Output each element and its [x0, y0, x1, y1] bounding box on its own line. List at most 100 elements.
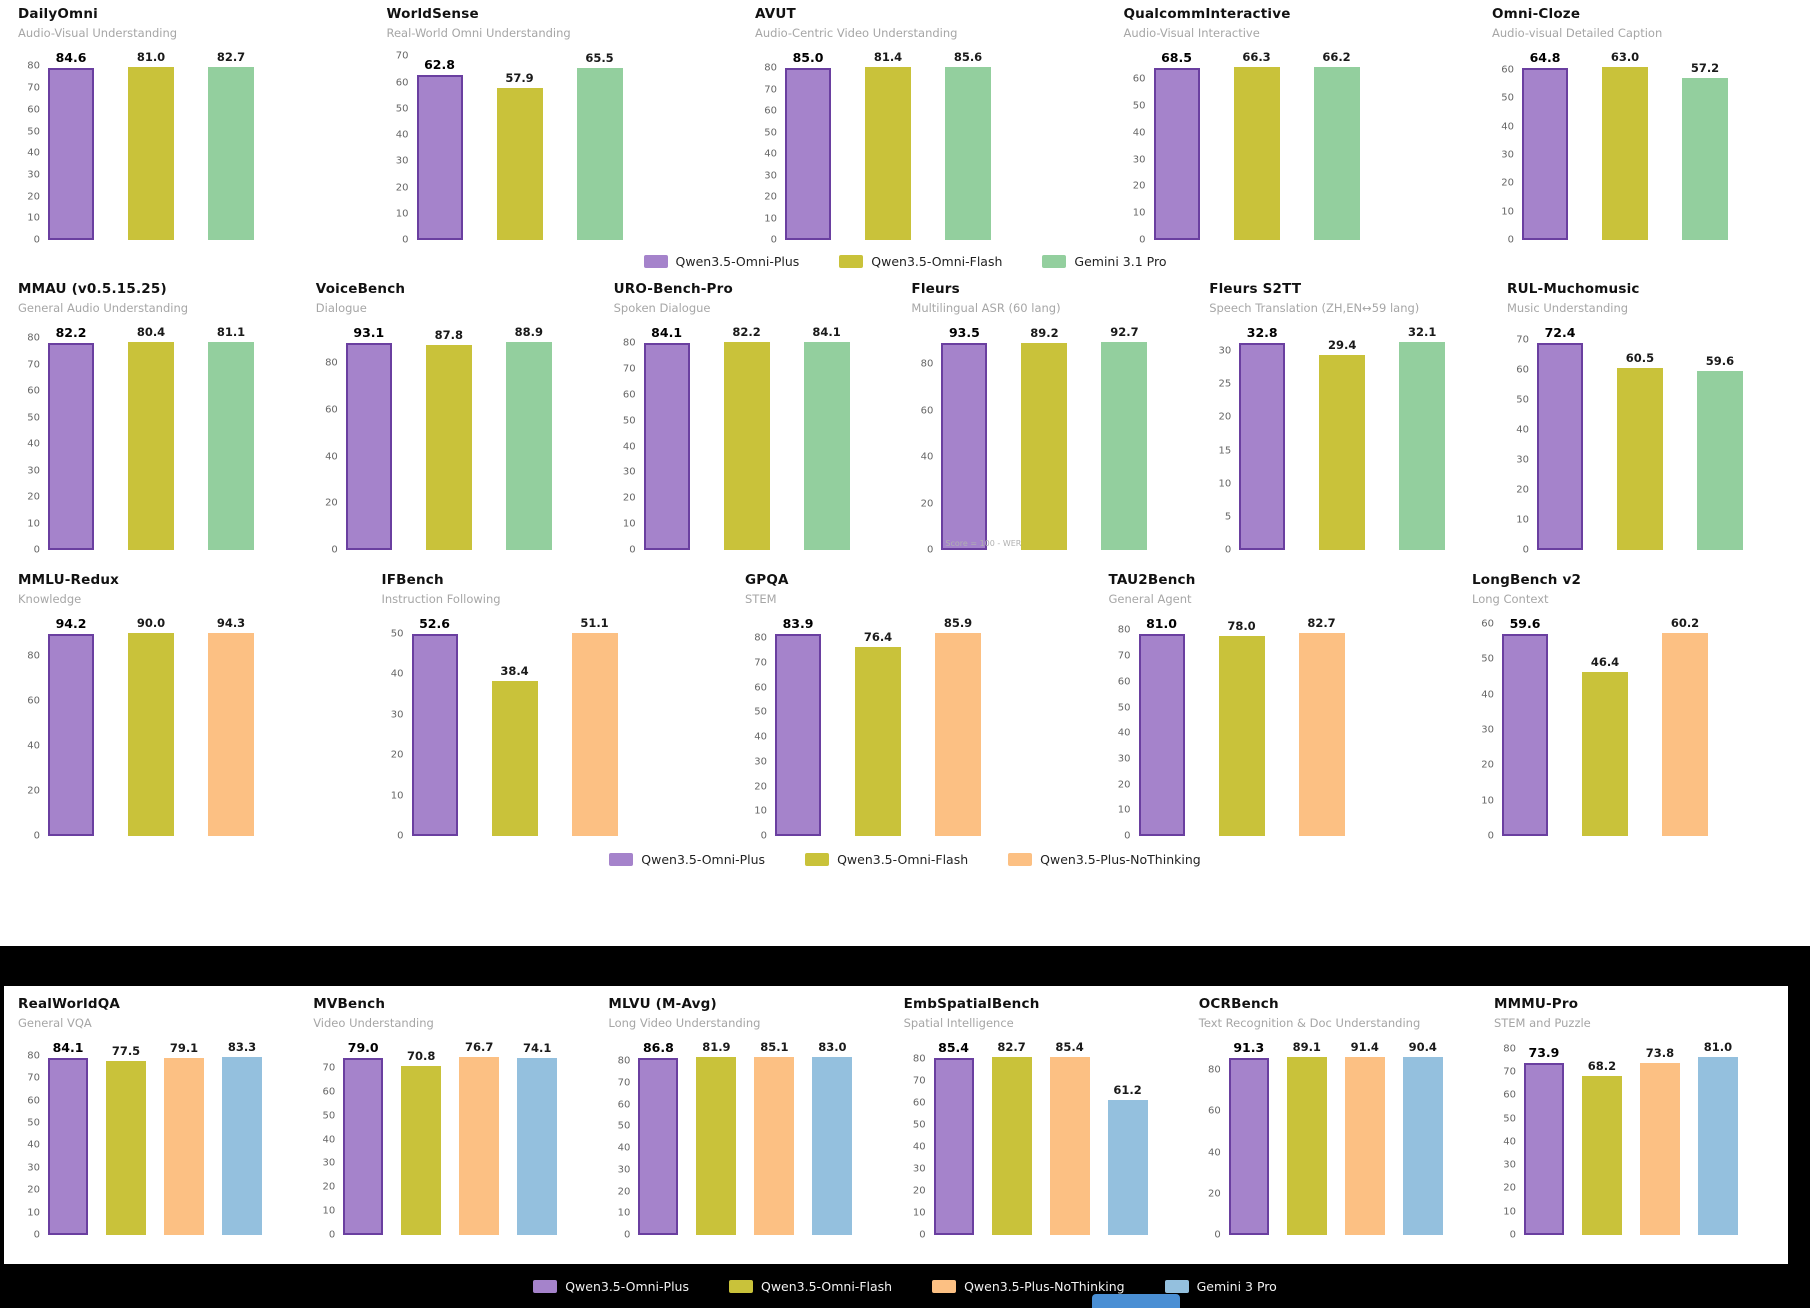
chart-title: GPQA — [745, 572, 789, 588]
y-tick-label: 60 — [920, 405, 934, 416]
bar-rect — [48, 1058, 88, 1235]
bar-value-label: 83.0 — [818, 1040, 847, 1054]
bars-group: 91.3 89.1 91.4 90.4 — [1228, 1040, 1443, 1235]
bar-value-label: 83.9 — [782, 616, 814, 631]
y-tick-label: 0 — [328, 1229, 336, 1241]
bar-value-label: 64.8 — [1529, 50, 1561, 65]
bar-value-label: 76.4 — [863, 629, 893, 644]
y-axis: 0 20 40 60 80 — [1199, 1040, 1229, 1241]
bar-value-label: 91.3 — [1233, 1040, 1265, 1055]
plot-area: 0 10 20 30 40 50 60 70 72.4 60.5 59.6 — [1507, 325, 1792, 556]
bar-value-label: 52.6 — [419, 616, 450, 631]
y-tick-label: 60 — [395, 77, 409, 89]
bar-value-label: 81.0 — [1703, 1040, 1733, 1054]
y-tick-label: 80 — [325, 357, 338, 369]
chart-title: WorldSense — [386, 6, 479, 22]
plot-area: 0 10 20 30 40 50 52.6 38.4 51.1 — [382, 616, 702, 842]
chart-subtitle: Long Context — [1472, 592, 1549, 606]
y-tick-label: 50 — [1132, 100, 1146, 112]
bar-gemini-3-1-pro: 81.1 — [208, 325, 254, 550]
y-tick-label: 60 — [912, 1097, 926, 1109]
bar-value-label: 57.2 — [1690, 60, 1720, 75]
y-axis: 0 5 10 15 20 25 30 — [1209, 325, 1239, 556]
bar-rect — [865, 67, 911, 240]
y-tick-label: 20 — [1208, 1188, 1221, 1200]
y-tick-label: 20 — [1501, 177, 1514, 189]
legend-item-qwen3-5-omni-flash: Qwen3.5-Omni-Flash — [805, 852, 968, 867]
chart-realworldqa: RealWorldQA General VQA 0 10 20 30 40 50 60 70 80 8… — [18, 996, 298, 1241]
bar-gemini-3-pro: 81.0 — [1697, 1040, 1738, 1235]
y-tick-label: 60 — [325, 404, 338, 416]
chart-voicebench: VoiceBench Dialogue 0 20 40 60 80 93.1 87.8 88.9 — [315, 281, 601, 556]
y-tick-label: 0 — [33, 1229, 40, 1241]
y-tick-label: 0 — [1124, 830, 1131, 842]
y-tick-label: 60 — [622, 389, 636, 401]
bar-qwen3-5-omni-flash: 38.4 — [491, 616, 538, 836]
chart-title: Fleurs S2TT — [1209, 281, 1302, 297]
bar-rect — [1239, 343, 1286, 550]
chart-subtitle: Knowledge — [18, 592, 82, 606]
bar-gemini-3-pro: 61.2 — [1107, 1040, 1148, 1235]
chart-row-text: MMLU-Redux Knowledge 0 20 40 60 80 94.2 90.0 94.3… — [10, 572, 1800, 842]
y-tick-label: 20 — [390, 749, 404, 761]
y-tick-label: 30 — [1117, 753, 1131, 765]
bar-qwen3-5-plus-nothinking: 85.9 — [935, 616, 981, 836]
plot-area: 0 10 20 30 40 50 60 70 79.0 70.8 76.7 74.1 — [313, 1040, 593, 1241]
y-tick-label: 0 — [1522, 544, 1529, 556]
plot-area: 0 10 20 30 40 50 60 70 80 86.8 81.9 85.1 83.0 — [608, 1040, 888, 1241]
y-tick-label: 50 — [912, 1119, 926, 1131]
bar-value-label: 59.6 — [1705, 354, 1735, 369]
bar-rect — [425, 344, 472, 550]
y-tick-label: 80 — [617, 1055, 631, 1067]
score-annotation: Score = 100 - WER — [945, 539, 1022, 548]
chart-title: Fleurs — [911, 281, 960, 297]
y-tick-label: 70 — [27, 1072, 40, 1084]
bar-qwen3-5-omni-flash: 82.7 — [991, 1040, 1032, 1235]
y-tick-label: 10 — [27, 518, 40, 530]
bar-rect — [812, 1057, 853, 1235]
y-tick-label: 50 — [1516, 394, 1529, 406]
y-tick-label: 80 — [27, 332, 40, 344]
chart-subtitle: Spatial Intelligence — [903, 1016, 1014, 1030]
bar-value-label: 89.1 — [1292, 1040, 1321, 1054]
chart-mmau-v0-5-15-25: MMAU (v0.5.15.25) General Audio Understan… — [18, 281, 303, 556]
chart-title: AVUT — [755, 6, 796, 22]
bars-group: 73.9 68.2 73.8 81.0 — [1523, 1040, 1738, 1235]
y-axis: 0 10 20 30 40 50 60 70 — [313, 1040, 343, 1241]
chart-subtitle: General Audio Understanding — [18, 301, 189, 315]
bar-rect — [1101, 342, 1148, 550]
y-tick-label: 70 — [27, 359, 40, 371]
bar-value-label: 63.0 — [1610, 50, 1640, 64]
y-tick-label: 30 — [1132, 154, 1146, 166]
y-tick-label: 50 — [322, 1110, 336, 1122]
y-tick-label: 20 — [622, 492, 636, 504]
chart-title: VoiceBench — [315, 281, 406, 297]
plot-area: 0 10 20 30 40 50 60 70 80 84.6 81.0 82.7 — [18, 50, 318, 246]
y-tick-label: 20 — [617, 1186, 631, 1198]
bars-group: 68.5 66.3 66.2 — [1153, 50, 1360, 240]
bar-rect — [723, 342, 770, 550]
y-tick-label: 30 — [27, 1162, 40, 1174]
y-tick-label: 60 — [1503, 1089, 1516, 1101]
y-tick-label: 70 — [622, 363, 636, 375]
bar-value-label: 38.4 — [500, 663, 529, 678]
y-tick-label: 80 — [920, 358, 934, 370]
bar-value-label: 84.1 — [52, 1040, 84, 1055]
bar-qwen3-5-omni-plus: 93.5 — [941, 325, 988, 550]
y-tick-label: 10 — [27, 1207, 40, 1219]
y-tick-label: 30 — [390, 709, 404, 721]
y-tick-label: 10 — [1117, 804, 1131, 816]
y-tick-label: 0 — [1224, 544, 1232, 556]
plot-area: 0 10 20 30 40 50 60 70 80 85.4 82.7 85.4 61.2 — [904, 1040, 1184, 1241]
chart-subtitle: Dialogue — [315, 301, 367, 315]
bar-rect — [1502, 634, 1548, 836]
y-axis: 0 10 20 30 40 50 60 70 80 — [755, 50, 785, 246]
y-tick-label: 20 — [322, 1181, 336, 1193]
y-tick-label: 0 — [33, 234, 40, 246]
y-tick-label: 80 — [27, 60, 40, 72]
bar-rect — [941, 343, 988, 550]
plot-area: 0 10 20 30 40 50 60 70 80 84.1 77.5 79.1 83.3 — [18, 1040, 298, 1241]
bar-value-label: 79.0 — [347, 1040, 379, 1055]
chart-subtitle: Real-World Omni Understanding — [386, 26, 571, 40]
bar-value-label: 81.9 — [702, 1040, 731, 1055]
